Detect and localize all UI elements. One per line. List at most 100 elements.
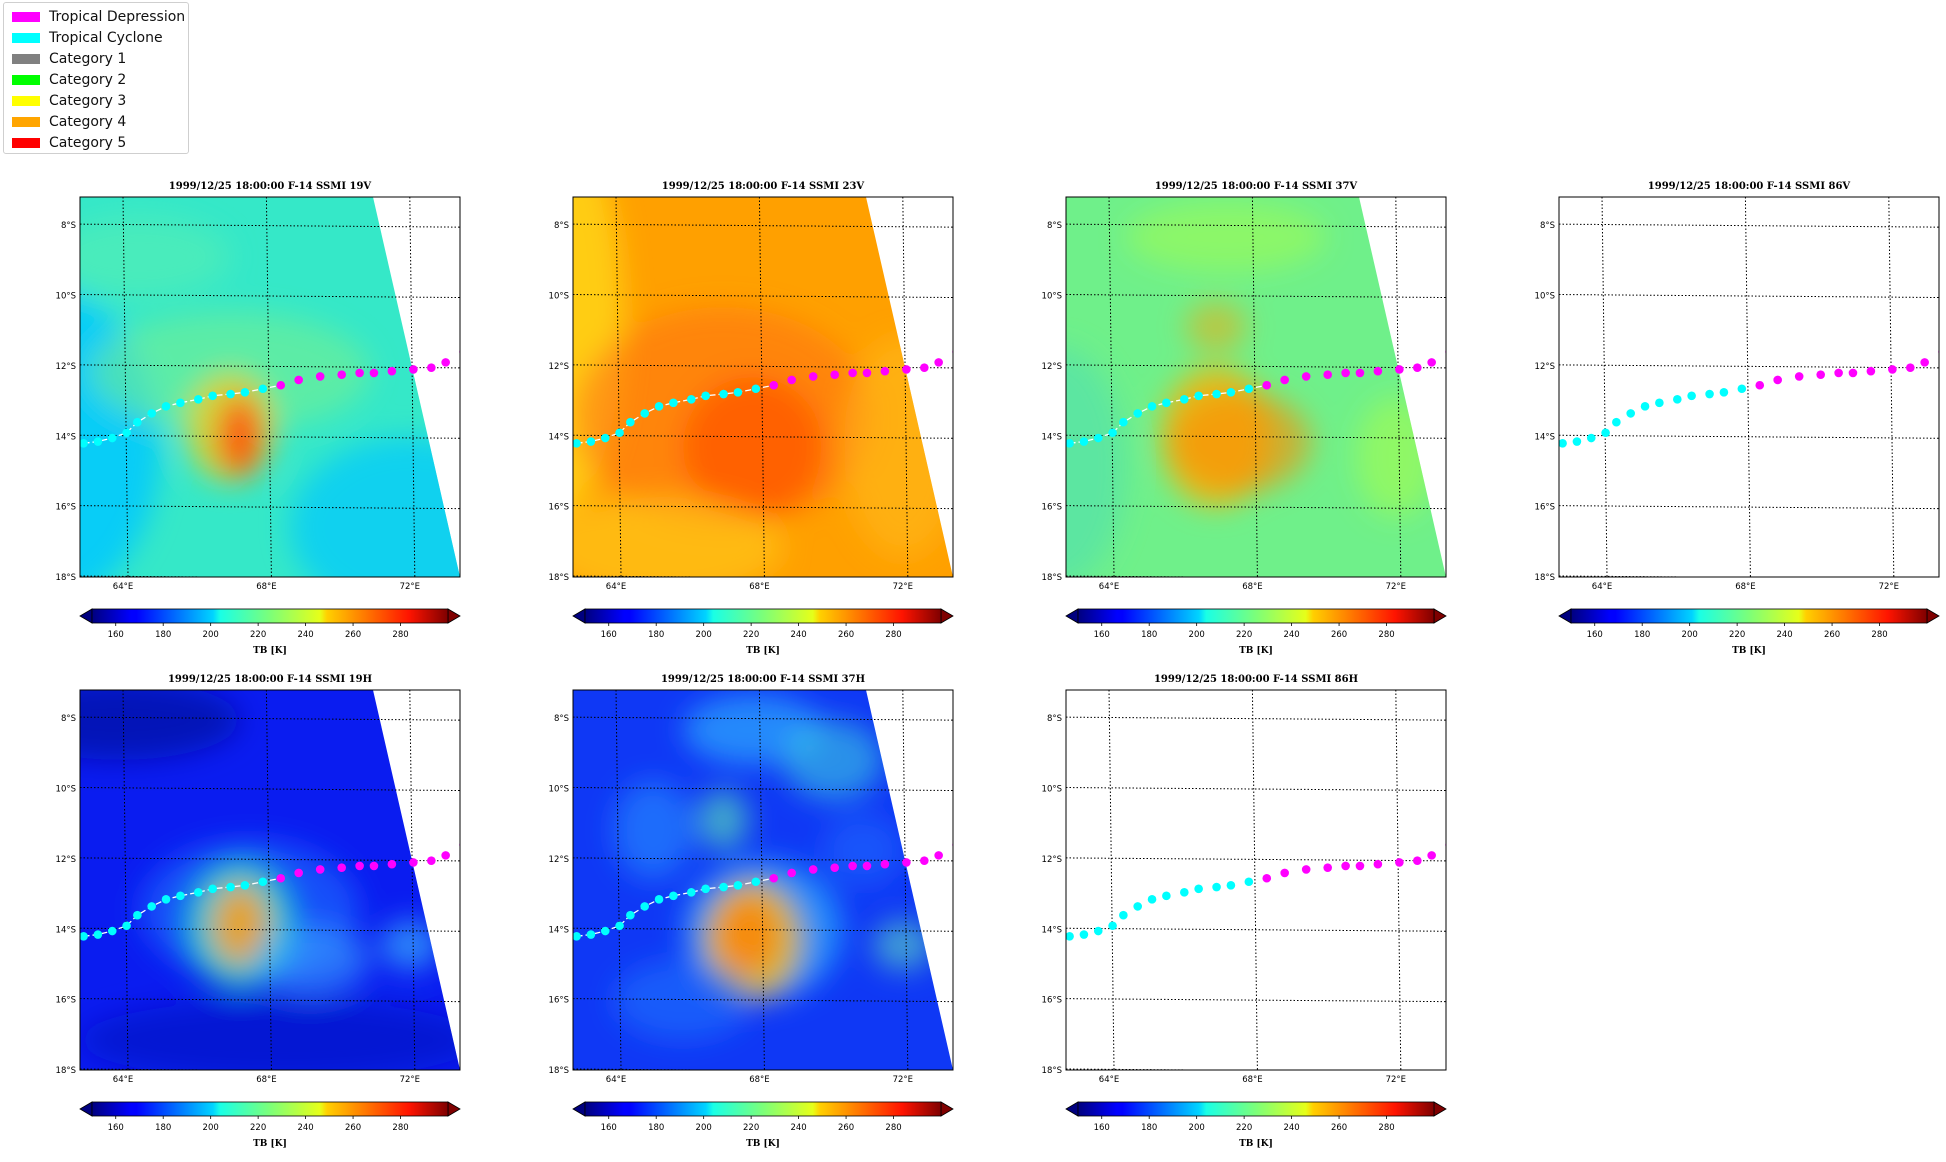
parallel	[573, 294, 953, 299]
colorbar-tick-label: 220	[250, 1123, 266, 1133]
track-point	[258, 384, 268, 394]
gridlines	[1559, 197, 1939, 577]
lat-tick-label: 12°S	[56, 855, 76, 865]
tb-feature	[1066, 347, 1126, 577]
legend: Tropical Depression Tropical Cyclone Categ…	[3, 2, 189, 154]
map-frame	[1065, 196, 1447, 578]
tb-feature	[783, 720, 883, 800]
map-frame	[572, 689, 954, 1071]
track-point	[1920, 358, 1929, 367]
colorbar-tick-label: 260	[345, 630, 361, 640]
track-point	[387, 366, 397, 376]
map-frame	[1065, 689, 1447, 1071]
parallel	[1559, 294, 1939, 299]
colorbar-label: TB [K]	[1732, 646, 1766, 656]
colorbar-extend-low	[79, 608, 93, 624]
track-point	[733, 387, 743, 397]
panel-title: 1999/12/25 18:00:00 F-14 SSMI 23V	[662, 181, 865, 192]
panel-title: 1999/12/25 18:00:00 F-14 SSMI 86H	[1154, 674, 1358, 685]
colorbar-tick-label: 160	[1094, 1123, 1110, 1133]
track-point	[122, 921, 131, 931]
track-point	[208, 391, 217, 401]
colorbar-tick-label: 160	[1587, 630, 1603, 640]
meridian	[265, 197, 272, 577]
track-point	[276, 873, 286, 883]
colorbar-tick-label: 240	[1283, 630, 1299, 640]
track-point	[880, 859, 890, 869]
track-point	[1355, 861, 1365, 871]
parallel	[1559, 364, 1939, 369]
legend-item: Category 1	[12, 48, 126, 69]
track-point	[194, 888, 203, 897]
lon-tick-label: 68°E	[1242, 1075, 1262, 1085]
meridian	[1251, 690, 1258, 1070]
track-point	[1162, 398, 1171, 408]
lat-tick-label: 12°S	[1042, 362, 1062, 372]
lat-tick-label: 14°S	[549, 925, 569, 935]
legend-swatch	[12, 137, 40, 148]
colorbar-tick-label: 240	[790, 630, 806, 640]
lon-tick-label: 68°E	[749, 582, 769, 592]
track-point	[1079, 437, 1089, 446]
colorbar-label: TB [K]	[746, 646, 780, 656]
colorbar-tick-label: 160	[601, 1123, 617, 1133]
colorbar: 160 180 200 220 240 260 280 TB [K]	[1558, 608, 1940, 656]
tb-feature	[80, 690, 240, 760]
swath-field	[80, 690, 460, 1070]
colorbar-extend-low	[1065, 608, 1079, 624]
track-point	[226, 389, 235, 399]
colorbar-extend-high	[1433, 608, 1447, 624]
track-point	[615, 428, 624, 438]
track-point	[369, 368, 379, 378]
colorbar-tick-label: 200	[1189, 1123, 1205, 1133]
colorbar-tick-label: 260	[838, 1123, 854, 1133]
lat-tick-label: 16°S	[1535, 503, 1555, 513]
legend-item: Category 4	[12, 111, 126, 132]
track-point	[1395, 365, 1404, 374]
track-point	[80, 931, 88, 941]
meridian	[265, 690, 272, 1070]
colorbar-tick-label: 180	[1141, 630, 1157, 640]
colorbar-extend-high	[447, 608, 461, 624]
colorbar-label: TB [K]	[1239, 646, 1273, 656]
track-point	[1373, 366, 1383, 376]
track-point	[459, 349, 460, 355]
colorbar-tick-label: 220	[743, 630, 759, 640]
track-point	[701, 391, 710, 401]
colorbar-body	[1570, 608, 1928, 624]
colorbar-tick-label: 280	[392, 1123, 408, 1133]
track-point	[1655, 398, 1664, 408]
lat-tick-label: 18°S	[549, 573, 569, 583]
track-point	[1737, 384, 1747, 394]
colorbar-body	[91, 1101, 449, 1117]
track-point	[573, 438, 581, 448]
parallel	[1066, 787, 1446, 792]
legend-swatch	[12, 11, 40, 22]
track-point	[615, 921, 624, 931]
lat-tick-label: 10°S	[549, 785, 569, 795]
lon-tick-label: 64°E	[606, 1075, 626, 1085]
tb-feature	[1356, 397, 1436, 517]
track-point	[640, 409, 649, 418]
meridian	[902, 197, 909, 577]
lat-tick-label: 16°S	[1042, 503, 1062, 513]
legend-label: Category 3	[49, 92, 127, 109]
track-point	[701, 884, 710, 894]
track-point	[1280, 375, 1289, 385]
parallel	[1066, 857, 1446, 862]
lat-tick-label: 16°S	[56, 996, 76, 1006]
track-point	[808, 372, 818, 381]
lat-tick-label: 18°S	[1535, 573, 1555, 583]
lat-tick-label: 18°S	[1042, 1066, 1062, 1076]
parallel	[80, 787, 460, 792]
colorbar-tick-label: 240	[297, 1123, 313, 1133]
colorbar-tick-label: 240	[1283, 1123, 1299, 1133]
panel-title: 1999/12/25 18:00:00 F-14 SSMI 37H	[661, 674, 865, 685]
lat-tick-label: 16°S	[1042, 996, 1062, 1006]
colorbar-tick-label: 280	[1871, 630, 1887, 640]
colorbar-body	[584, 1101, 942, 1117]
track-point	[573, 931, 581, 941]
track-point	[1848, 368, 1858, 378]
track-point	[1413, 856, 1422, 865]
track-point	[194, 395, 203, 404]
